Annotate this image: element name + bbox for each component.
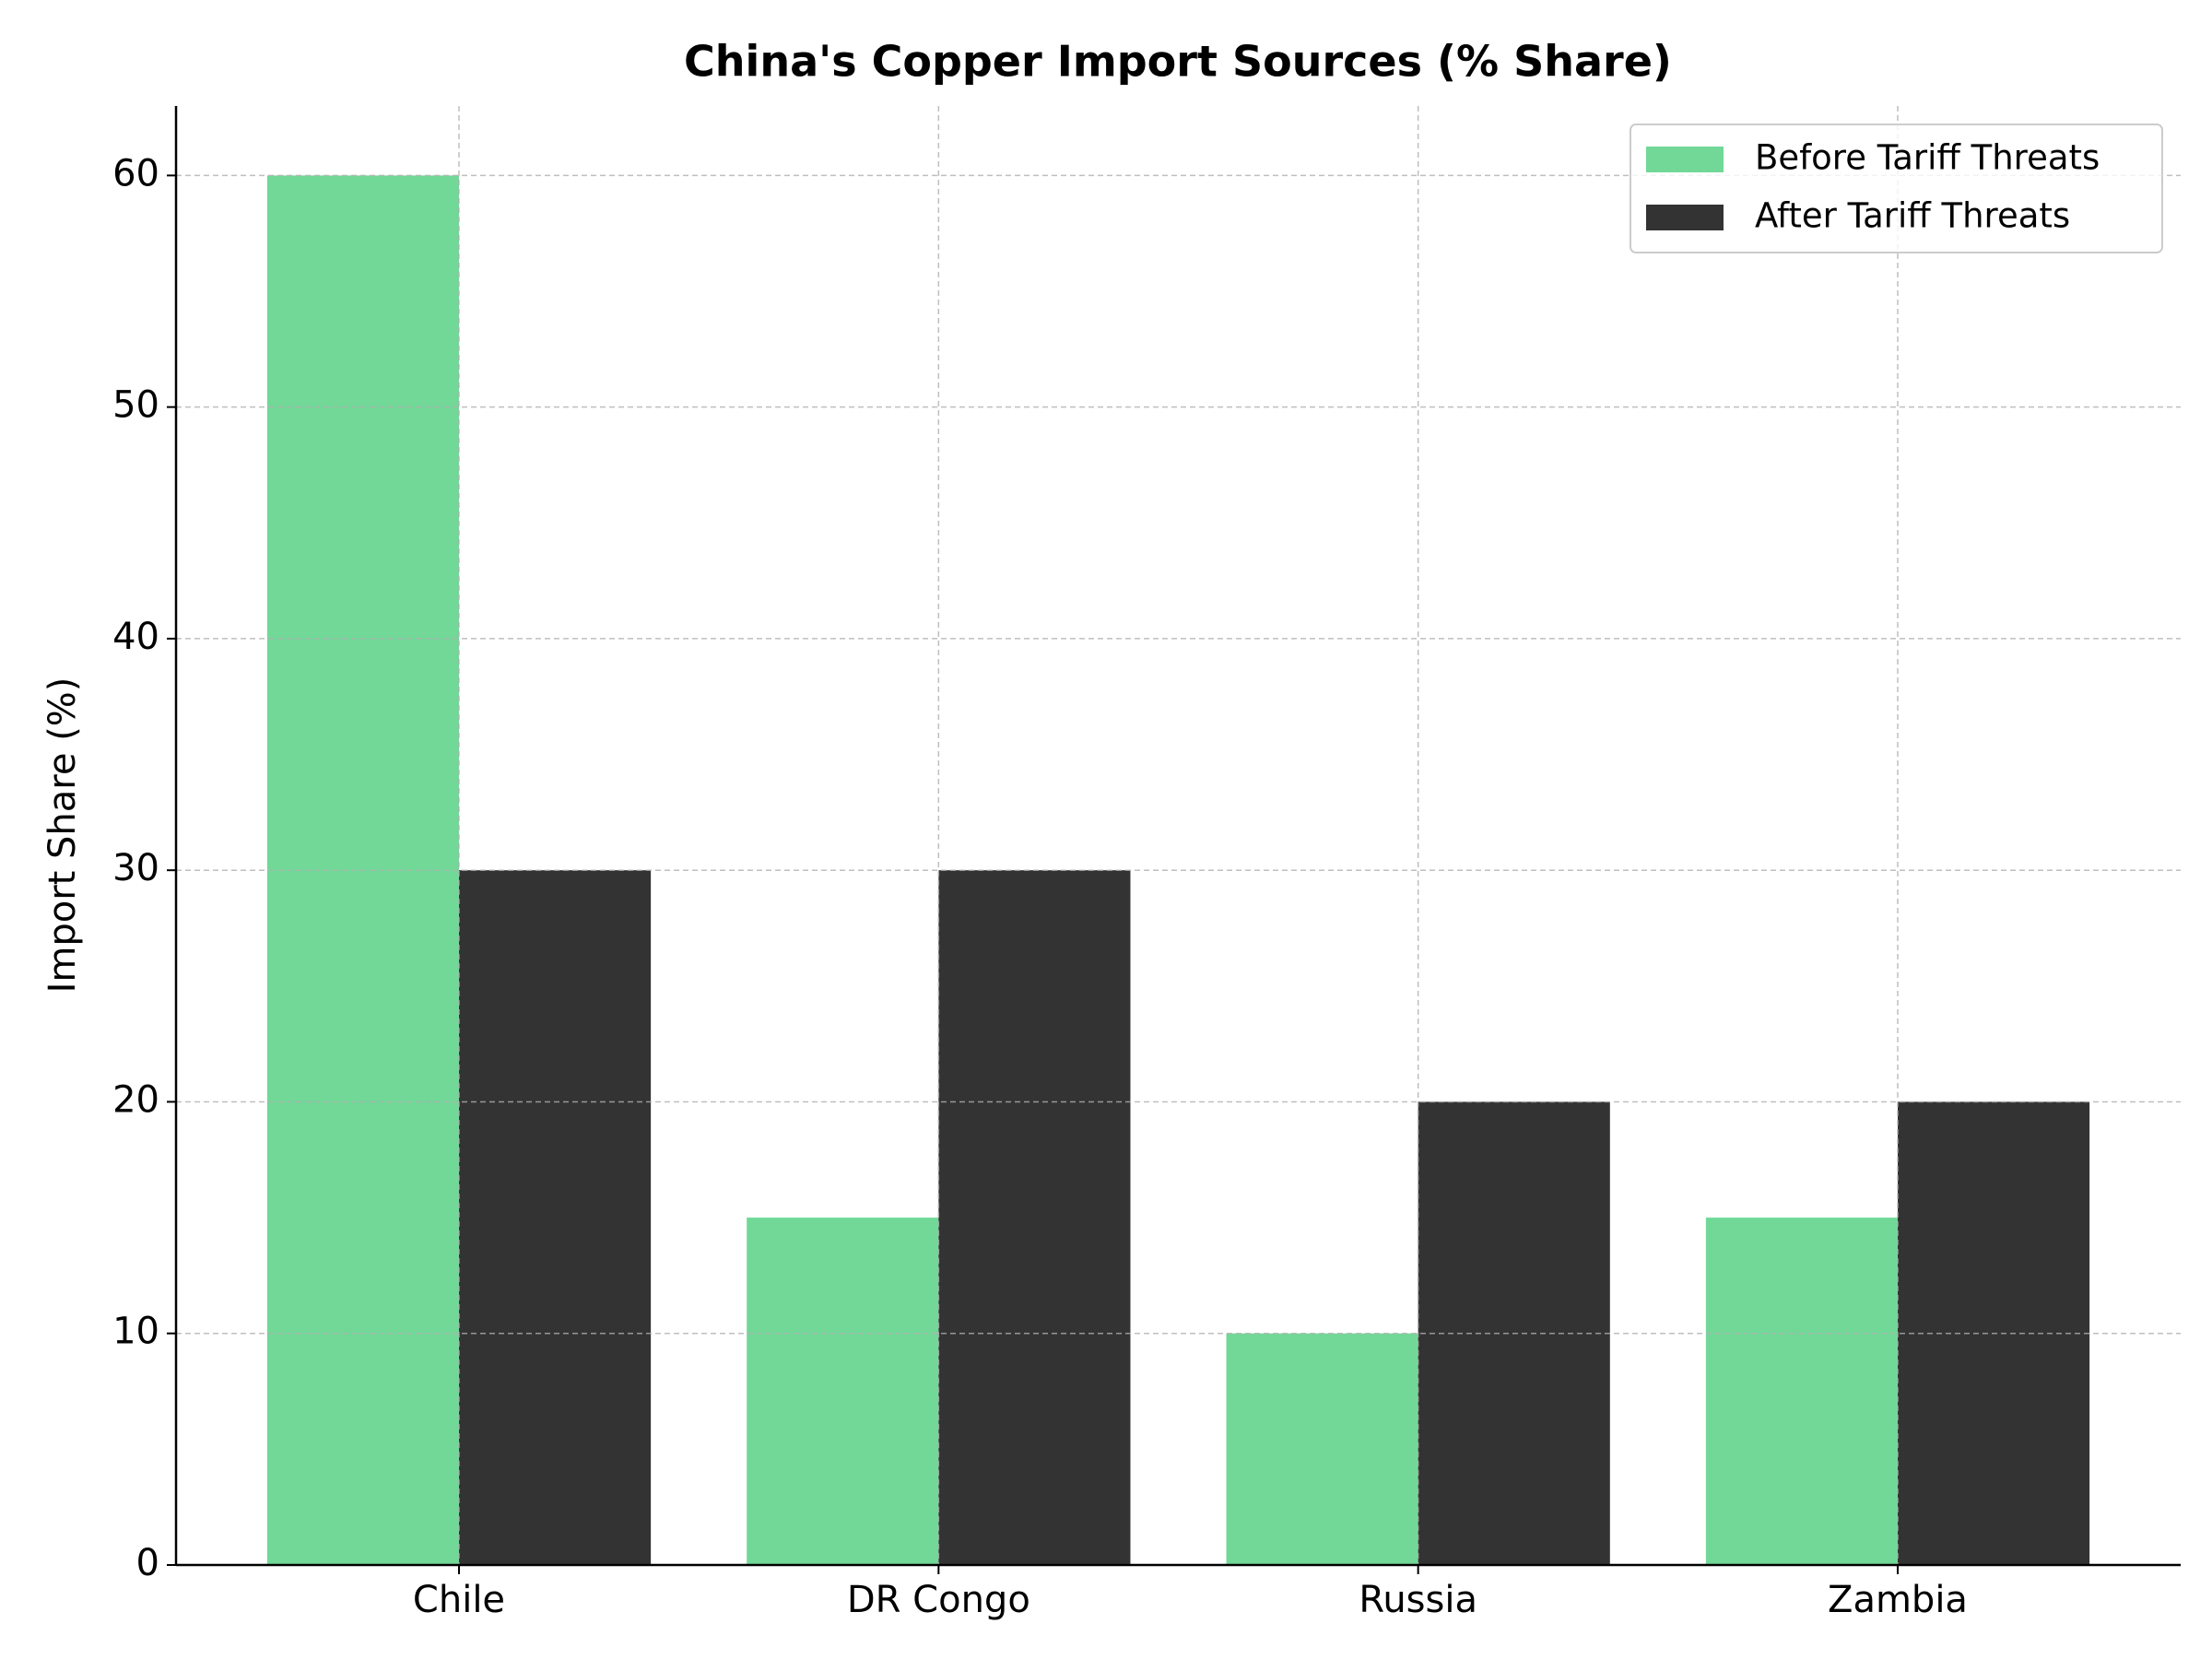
chart-title: China's Copper Import Sources (% Share) xyxy=(684,37,1672,87)
bar xyxy=(747,1218,939,1565)
y-tick-label: 60 xyxy=(112,152,159,194)
x-tick-label: Russia xyxy=(1359,1579,1477,1621)
legend-swatch xyxy=(1646,205,1724,230)
legend-label: After Tariff Threats xyxy=(1755,196,2070,236)
y-tick-label: 0 xyxy=(136,1542,159,1584)
y-tick-label: 10 xyxy=(112,1311,159,1353)
legend-swatch xyxy=(1646,147,1724,172)
x-tick-label: Zambia xyxy=(1828,1579,1968,1621)
bar xyxy=(938,870,1131,1565)
bar xyxy=(1705,1218,1899,1565)
legend-label: Before Tariff Threats xyxy=(1755,138,2100,178)
x-tick-label: DR Congo xyxy=(847,1579,1030,1621)
y-tick-label: 30 xyxy=(112,847,159,889)
y-tick-label: 20 xyxy=(112,1078,159,1121)
y-axis-label: Import Share (%) xyxy=(41,677,84,994)
y-tick-label: 50 xyxy=(112,384,159,427)
bar xyxy=(458,870,652,1565)
legend-box xyxy=(1630,124,2163,253)
y-tick-label: 40 xyxy=(112,616,159,658)
x-tick-label: Chile xyxy=(413,1579,505,1621)
bar xyxy=(1226,1333,1418,1565)
